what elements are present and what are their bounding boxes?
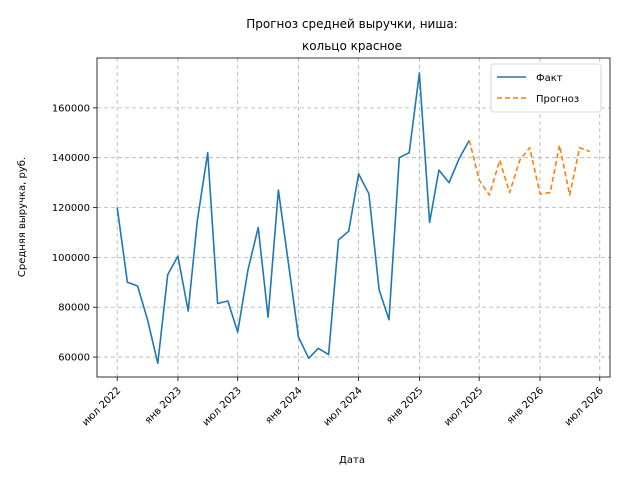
x-tick-label: янв 2023: [143, 385, 184, 426]
series-line-fact: [116, 72, 471, 365]
x-tick-label: янв 2024: [264, 385, 305, 426]
x-tick-label: июл 2022: [80, 385, 123, 428]
y-axis-label: Средняя выручка, руб.: [17, 157, 28, 277]
legend-box: [490, 63, 602, 113]
y-tick-label: 120000: [52, 203, 90, 214]
y-tick-label: 80000: [58, 303, 90, 314]
y-axis: 60000 80000 100000 120000 140000 160000: [52, 103, 97, 364]
legend-label-forecast: Прогноз: [536, 94, 579, 105]
y-tick-label: 160000: [52, 103, 90, 114]
chart-title-line-1: Прогноз средней выручки, ниша:: [246, 17, 457, 31]
x-tick-label: июл 2025: [442, 385, 485, 428]
x-tick-label: янв 2026: [505, 385, 546, 426]
series-line-forecast: [468, 140, 591, 196]
legend: Факт Прогноз: [490, 63, 602, 113]
series-layer: [116, 72, 591, 365]
x-tick-label: июл 2026: [563, 385, 606, 428]
x-axis-label: Дата: [339, 455, 365, 466]
chart-title-line-2: кольцо красное: [302, 39, 402, 53]
y-tick-label: 140000: [52, 153, 90, 164]
plot-frame: [96, 57, 611, 378]
y-tick-label: 100000: [52, 253, 90, 264]
x-tick-label: янв 2025: [384, 385, 425, 426]
y-tick-label: 60000: [58, 353, 90, 364]
x-axis: июл 2022 янв 2023 июл 2023 янв 2024 июл 2024…: [80, 377, 606, 428]
x-tick-label: июл 2023: [201, 385, 244, 428]
x-tick-label: июл 2024: [322, 385, 365, 428]
legend-label-fact: Факт: [536, 73, 563, 84]
